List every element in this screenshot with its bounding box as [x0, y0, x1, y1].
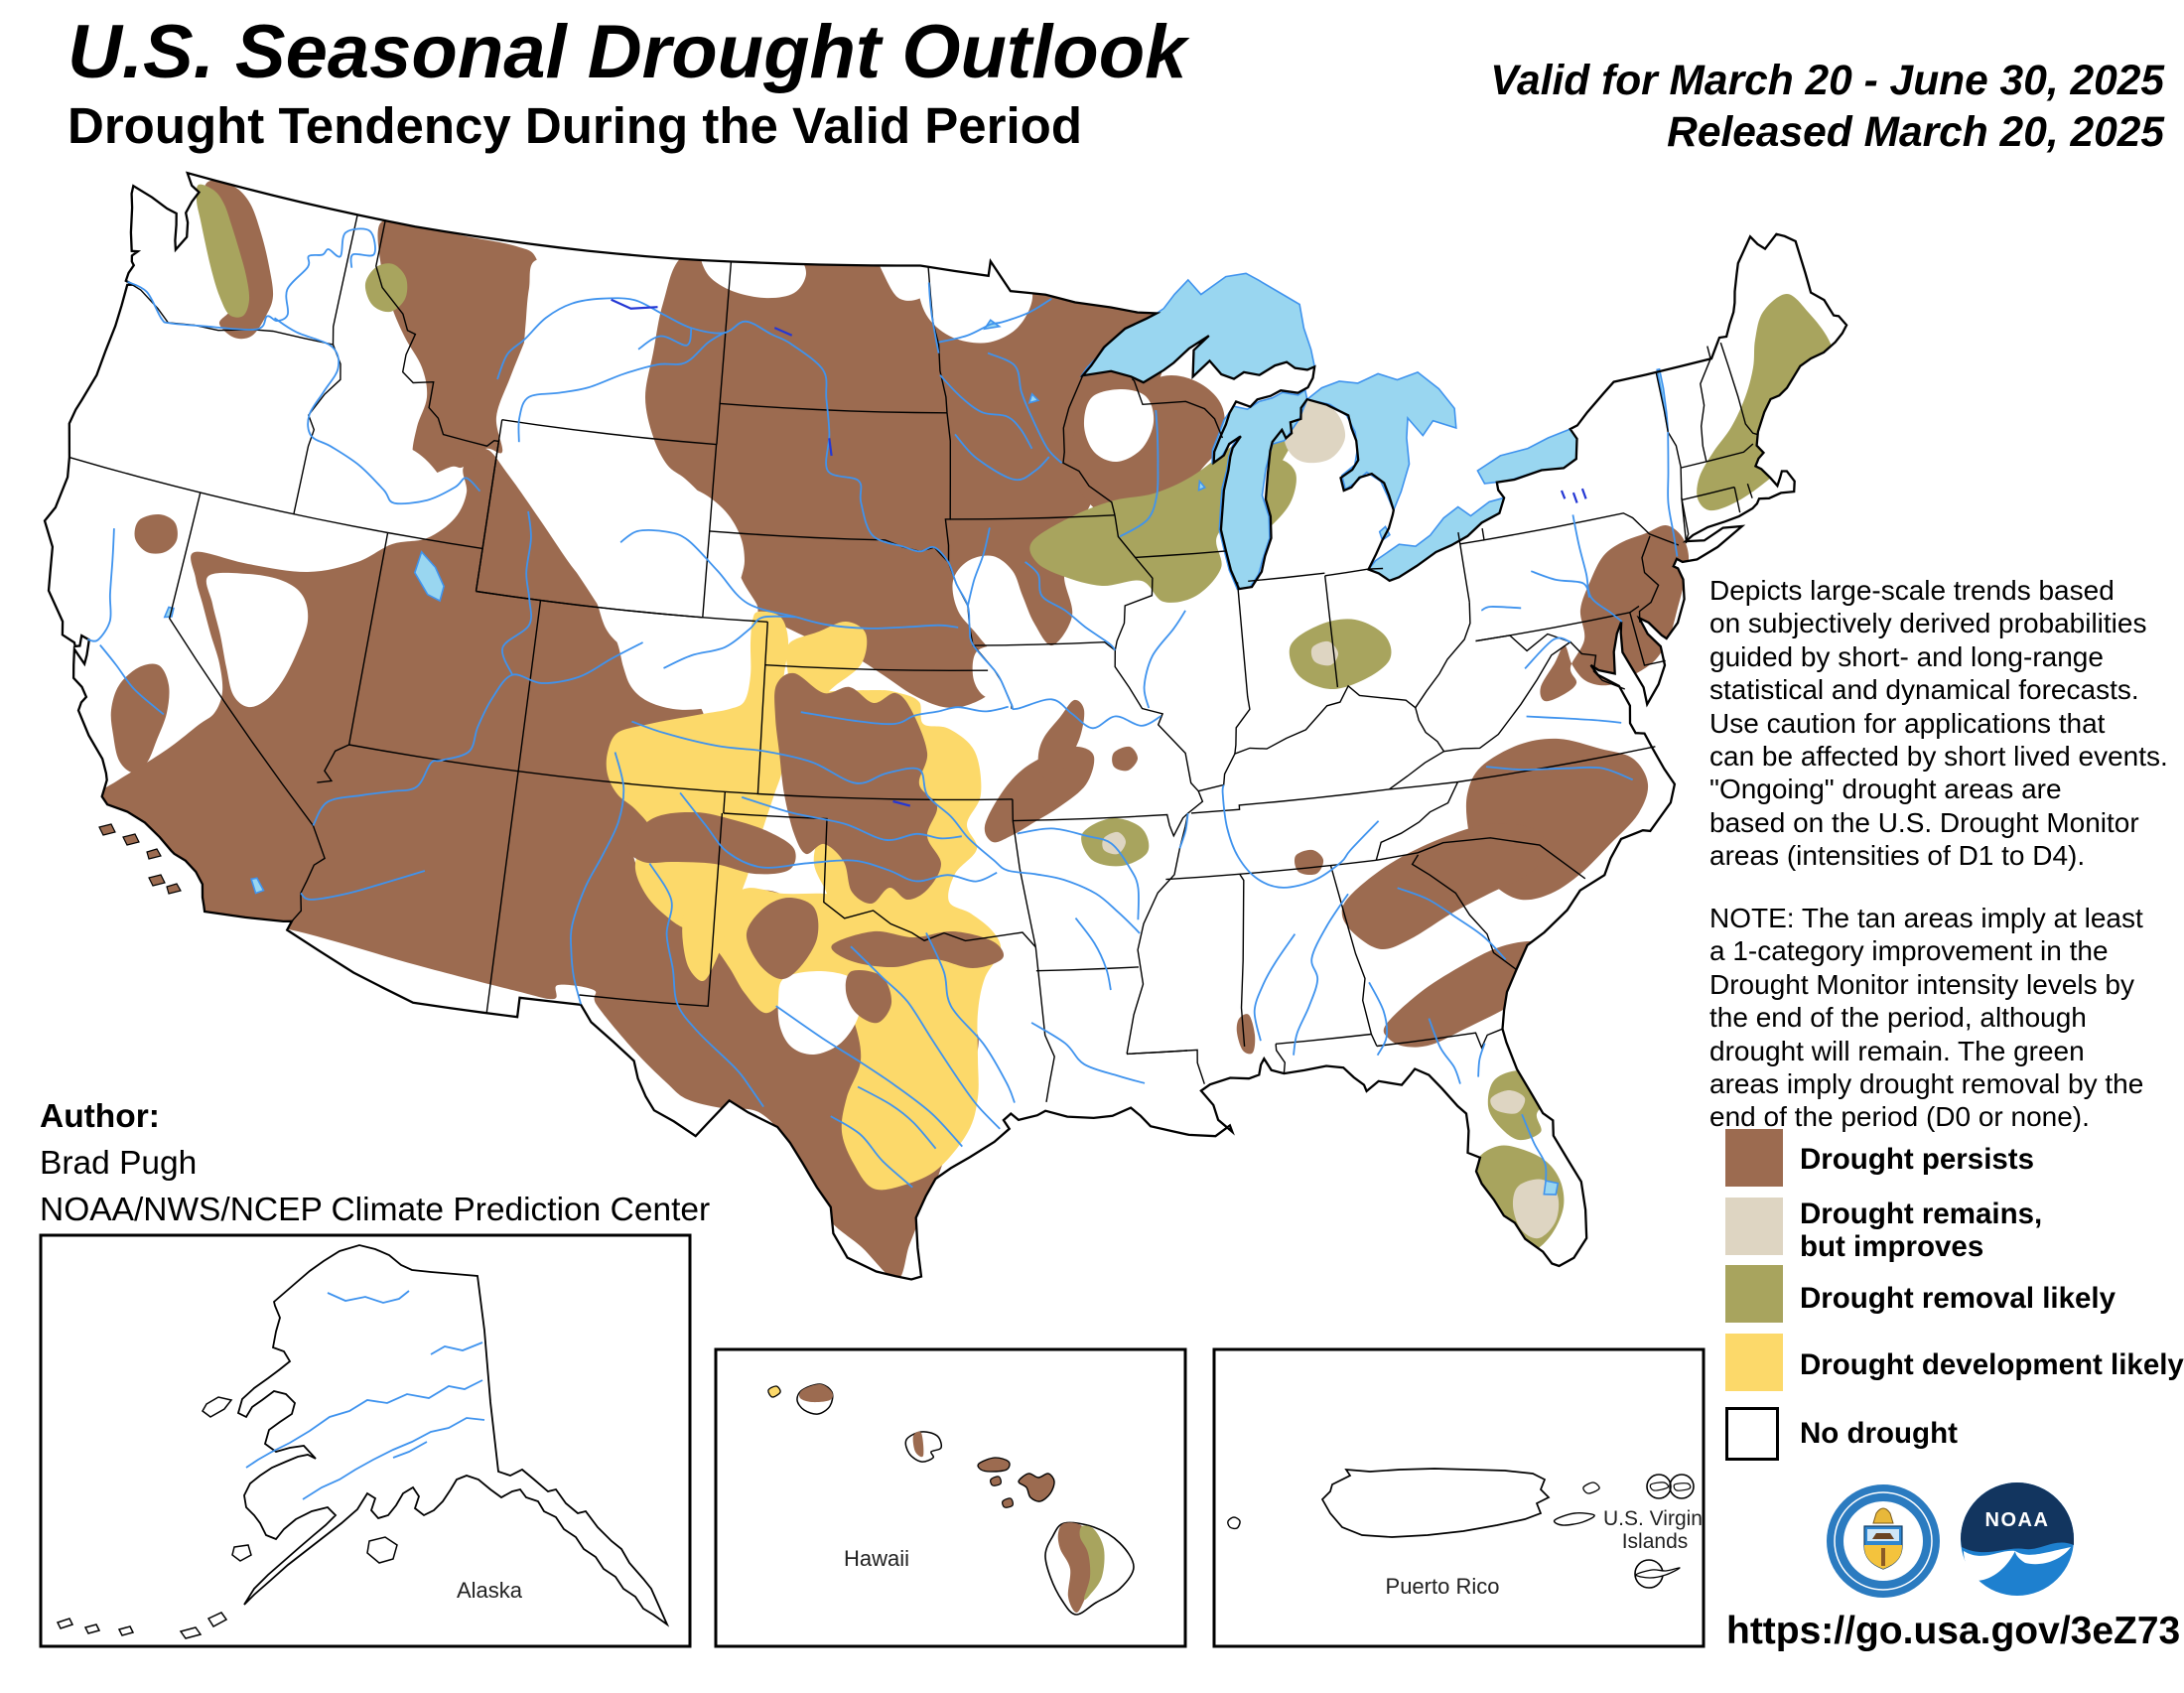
- svg-text:Alaska: Alaska: [457, 1578, 523, 1603]
- svg-text:Islands: Islands: [1622, 1530, 1689, 1553]
- svg-text:Puerto Rico: Puerto Rico: [1386, 1574, 1500, 1599]
- svg-text:NOAA: NOAA: [1985, 1509, 2050, 1531]
- svg-text:Hawaii: Hawaii: [844, 1546, 909, 1571]
- svg-text:U.S. Virgin: U.S. Virgin: [1603, 1507, 1703, 1530]
